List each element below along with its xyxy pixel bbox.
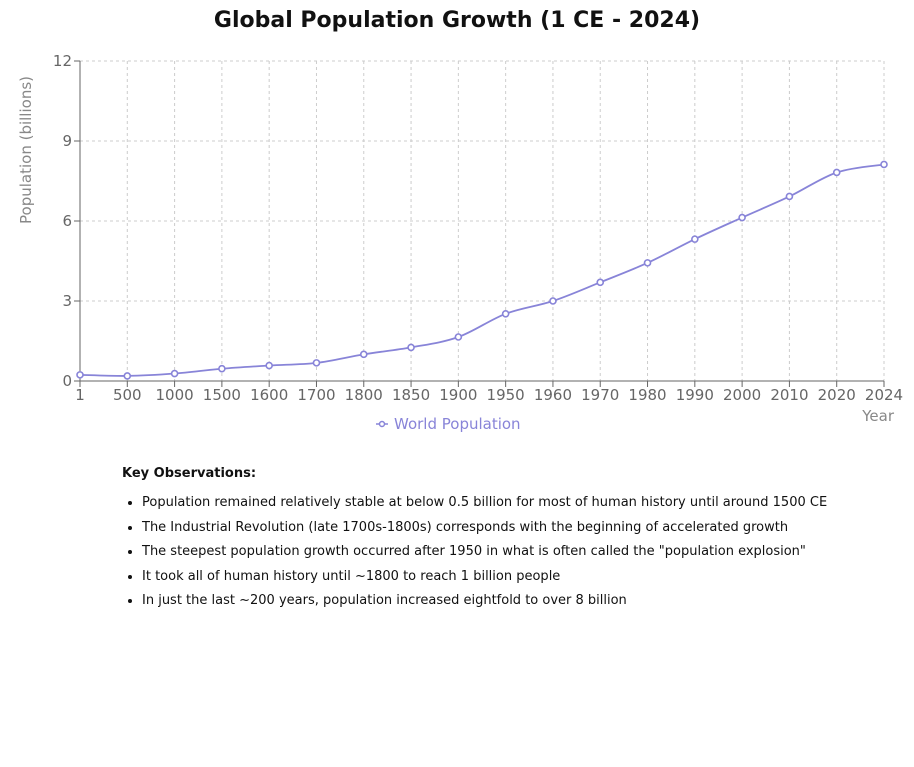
data-point[interactable]	[785, 192, 794, 201]
data-point[interactable]	[454, 333, 463, 341]
x-tick-label: 2010	[770, 386, 808, 404]
data-point[interactable]	[832, 168, 841, 177]
series-world-population	[76, 160, 888, 380]
data-point[interactable]	[407, 343, 415, 352]
data-point[interactable]	[170, 369, 179, 378]
legend-marker-icon	[378, 420, 386, 428]
data-point[interactable]	[218, 364, 226, 373]
x-tick-label: 500	[113, 386, 142, 404]
y-tick-label: 0	[62, 372, 72, 390]
x-tick-label: 1900	[439, 386, 477, 404]
x-tick-label: 2020	[818, 386, 856, 404]
x-axis-title: Year	[861, 407, 895, 425]
x-tick-label: 1970	[581, 386, 619, 404]
x-tick-label: 1850	[392, 386, 430, 404]
observation-item: Population remained relatively stable at…	[142, 495, 842, 511]
x-tick-label: 1800	[345, 386, 383, 404]
y-tick-label: 12	[53, 52, 72, 70]
data-point[interactable]	[76, 371, 84, 379]
data-point[interactable]	[312, 359, 321, 367]
grid-lines	[80, 60, 885, 381]
x-tick-label: 1700	[297, 386, 335, 404]
data-point[interactable]	[359, 350, 368, 359]
x-tick-label: 1990	[676, 386, 714, 404]
series-line-world-population	[79, 163, 885, 377]
legend-label-world-population: World Population	[394, 415, 521, 433]
data-point[interactable]	[123, 372, 132, 380]
x-tick-label: 1500	[203, 386, 241, 404]
data-point[interactable]	[596, 278, 605, 287]
x-tick-label: 1000	[155, 386, 193, 404]
data-point[interactable]	[880, 160, 888, 169]
data-point[interactable]	[691, 235, 699, 243]
x-tick-label: 1960	[534, 386, 572, 404]
chart-title: Global Population Growth (1 CE - 2024)	[213, 8, 701, 33]
x-tick-label: 1	[75, 386, 85, 404]
observation-item: The steepest population growth occurred …	[142, 544, 842, 560]
y-axis-title: Population (billions)	[17, 76, 35, 224]
y-tick-label: 3	[62, 292, 72, 310]
observations-heading: Key Observations:	[122, 466, 257, 481]
x-tick-label: 1980	[628, 386, 666, 404]
x-tick-label: 1950	[487, 386, 525, 404]
observation-item: In just the last ~200 years, population …	[142, 593, 842, 609]
y-tick-label: 6	[62, 212, 72, 230]
x-tick-label: 2024	[865, 386, 903, 404]
y-tick-label: 9	[62, 132, 72, 150]
key-observations: Key Observations: Population remained re…	[122, 466, 842, 618]
legend[interactable]: World Population	[376, 415, 521, 433]
data-point[interactable]	[549, 297, 557, 305]
observations-list: Population remained relatively stable at…	[122, 495, 842, 609]
x-tick-label: 2000	[723, 386, 761, 404]
data-point[interactable]	[501, 309, 510, 318]
data-point[interactable]	[738, 213, 746, 222]
observation-item: It took all of human history until ~1800…	[142, 569, 842, 585]
observation-item: The Industrial Revolution (late 1700s-18…	[142, 520, 842, 536]
data-point[interactable]	[265, 361, 273, 370]
data-point[interactable]	[643, 259, 652, 267]
x-tick-label: 1600	[250, 386, 288, 404]
